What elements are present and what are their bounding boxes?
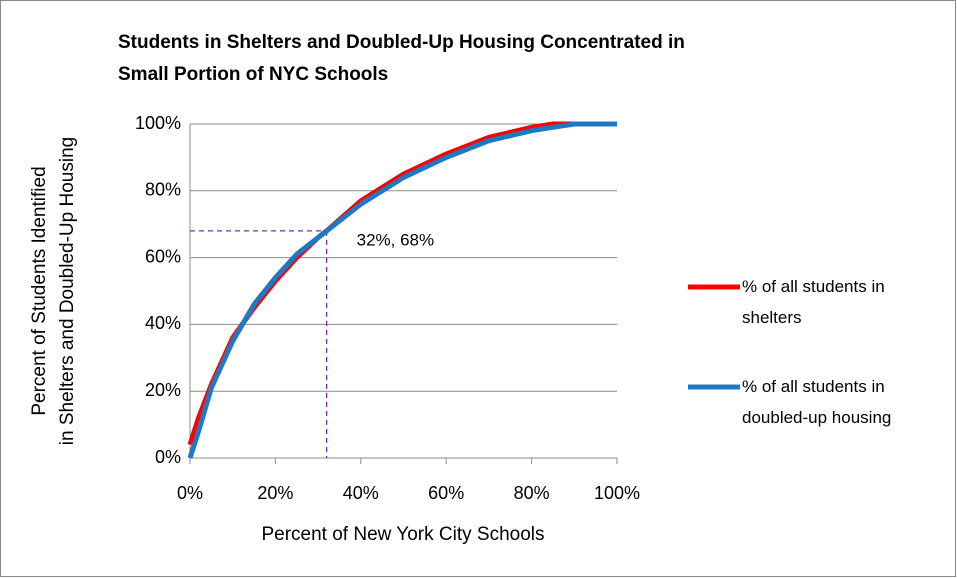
y-tick-label: 80% xyxy=(145,180,181,200)
chart-title: Small Portion of NYC Schools xyxy=(118,64,388,85)
x-tick-label: 20% xyxy=(257,483,293,503)
y-tick-label: 40% xyxy=(145,313,181,333)
x-tick-label: 40% xyxy=(343,483,379,503)
x-axis-label: Percent of New York City Schools xyxy=(261,524,544,545)
y-tick-label: 60% xyxy=(145,246,181,266)
series-line xyxy=(187,121,617,459)
x-tick-label: 0% xyxy=(177,483,203,503)
y-tick-label: 0% xyxy=(155,447,181,467)
x-tick-label: 80% xyxy=(514,483,550,503)
x-tick-label: 60% xyxy=(428,483,464,503)
y-tick-label: 100% xyxy=(135,113,181,133)
annotation-label: 32%, 68% xyxy=(357,230,435,249)
legend-label: % of all students in doubled-up housing xyxy=(742,377,892,427)
y-tick-label: 20% xyxy=(145,380,181,400)
legend-label: % of all students in shelters xyxy=(742,277,885,327)
chart-title: Students in Shelters and Doubled-Up Hous… xyxy=(118,32,685,53)
x-tick-label: 100% xyxy=(594,483,640,503)
y-axis-label: Percent of Students Identified xyxy=(29,166,50,415)
y-axis-label: in Shelters and Doubled-Up Housing xyxy=(57,137,78,445)
